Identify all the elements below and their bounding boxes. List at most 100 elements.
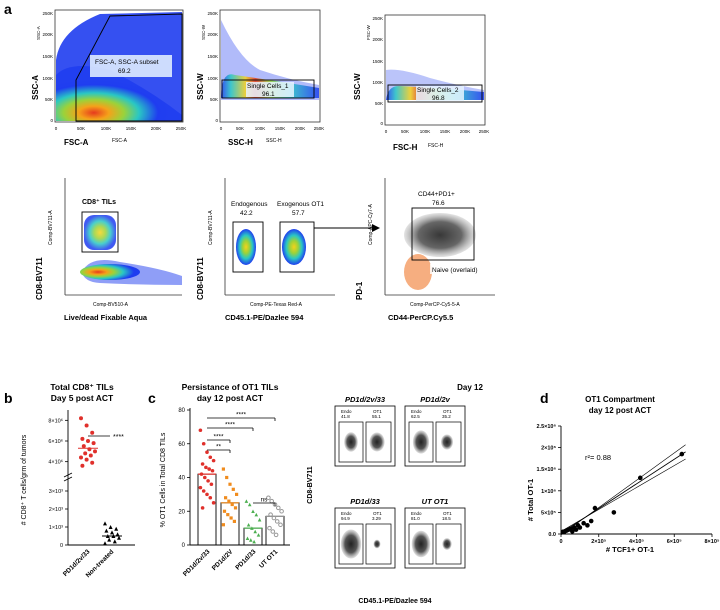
y-tick-label: 2.5×10⁶ [536,424,556,430]
tick: 0 [220,126,223,131]
gate-name: OT1 [373,409,382,414]
panel-letter-b: b [4,390,13,406]
flow-dot-cloud [440,434,454,450]
axis-label-x: Live/dead Fixable Aqua [64,313,148,322]
axis-label-x: CD44-PerCP.Cy5.5 [388,313,453,322]
data-point [230,502,234,507]
axis-label-y: # Total OT-1 [526,479,535,521]
gating-plot-ssc-singlets: Single Cells_1 96.1 SSC-W SSC-W SSC-H SS… [196,9,324,147]
data-point [611,510,617,515]
gate-rect [435,523,462,565]
gate-value: 3.29 [372,516,381,521]
y-tick-label: 40 [178,476,185,482]
data-point [224,496,228,500]
data-point [83,451,88,456]
r2-label: r²= 0.88 [585,453,611,462]
data-point [200,462,205,466]
data-point [201,441,206,446]
axis-label-small: Comp-BV510-A [93,302,129,308]
gate-rect [279,221,315,273]
significance-label: **** [225,422,236,429]
data-point [198,485,203,490]
data-point [90,430,95,435]
y-tick-label: 1×10³ [49,525,63,531]
flow-density-cluster [84,215,116,250]
flow-dot-cloud [369,432,385,452]
axis-label-x: FSC-H [393,143,418,152]
axis-label-small: Comp-BV711-A [208,210,214,245]
overlay-label: Naive (overlaid) [432,267,478,274]
tick: 100K [101,126,112,131]
data-point [103,541,107,546]
gate-value: 69.2 [118,68,131,75]
axis-label-y: PD-1 [355,281,364,300]
tick: 0 [55,126,58,131]
data-point [206,479,210,483]
data-point [80,436,85,441]
confidence-band [560,444,686,536]
flow-plot-title: PD1d/2v/33 [345,395,386,404]
data-point [251,509,255,514]
gate-name: Endo [341,409,352,414]
data-point [232,519,236,523]
data-point [256,533,261,537]
flow-dot-cloud [404,213,476,257]
axis-label-x: # TCF1+ OT-1 [606,545,654,554]
tick: 150K [372,59,383,64]
axis-break [63,476,73,482]
tick: 150K [440,129,451,134]
significance-label: ** [216,444,222,451]
y-tick-label: 1.5×10⁶ [536,467,556,473]
data-point [273,532,279,538]
flow-density-cluster [80,264,140,280]
data-point [112,539,117,544]
gate-rect [408,523,434,565]
y-tick-label: 2×10⁶ [541,446,556,452]
chart-b: # CD8⁺ T cells/grm of tumors 8×10⁶ 6×10⁶ 4… [20,410,135,579]
data-point [93,449,97,454]
data-point [114,526,119,531]
tick: 200K [151,126,162,131]
tick: 50K [210,97,218,102]
x-tick-label: 2×10⁵ [591,539,606,545]
data-point [201,489,206,493]
chart-subtitle: day 12 post ACT [197,393,264,403]
x-tick-label: UT OT1 [258,548,280,570]
gate-value: 96.1 [262,91,275,98]
chart-d: # Total OT-1 # TCF1+ OT-1 r²= 0.88 2.5×1… [526,424,720,554]
data-point [581,520,586,526]
chart-title: Persistance of OT1 TILs [182,382,279,392]
tick: 100K [207,76,218,81]
gate-rect [365,523,392,565]
data-point [203,475,207,480]
y-tick-label: 8×10⁶ [48,417,63,424]
flow-plot-frame [334,405,396,467]
chart-subtitle: day 12 post ACT [589,406,651,415]
data-point [235,492,239,496]
panel-letter-c: c [148,390,156,406]
tick: 150K [207,54,218,59]
gating-plot-fsc-ssc: FSC-A, SSC-A subset 69.2 SSC-A SSC-A FSC… [31,9,186,147]
gating-plot-pd1-cd44: CD44+PD1+ 76.6 Naive (overlaid) Comp-APC… [355,178,495,322]
data-point [80,463,85,468]
y-ticks: 250K 200K 150K 100K 50K 0 [207,11,218,123]
data-point [250,526,254,530]
data-point [108,525,113,529]
tick: 50K [77,126,85,131]
data-point [205,450,209,454]
data-point [254,512,259,517]
tick: 250K [207,11,218,16]
gate-rect [387,84,483,103]
data-point [84,457,89,462]
gate-name: Endogenous [231,201,268,208]
x-tick-label: 8×10⁵ [705,539,720,545]
gate-value: 62.5 [411,414,420,419]
bar [197,473,217,546]
axis-label-y: CD8-BV711 [35,257,44,300]
x-tick-label: 4×10⁵ [629,539,644,545]
axis-label-small: SSC-W [201,24,206,40]
data-point [274,519,280,524]
chart-subtitle: Day 5 post ACT [51,393,114,403]
